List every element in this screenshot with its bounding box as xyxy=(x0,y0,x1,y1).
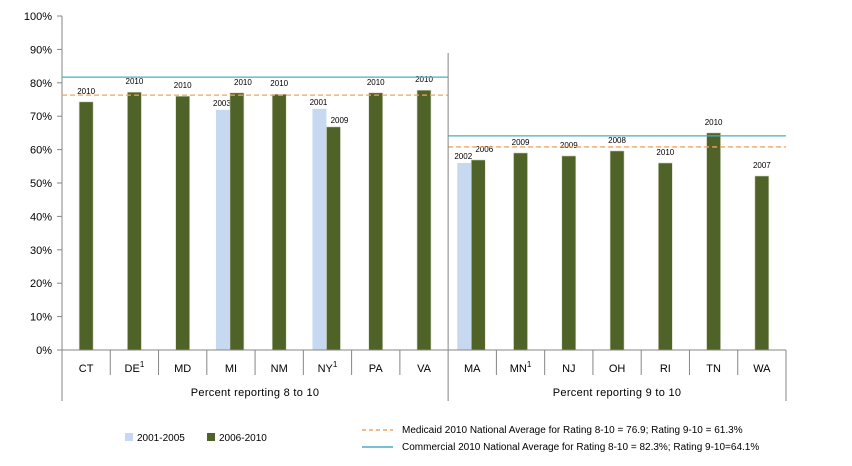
data-label: 2010 xyxy=(234,78,252,87)
data-label: 2003 xyxy=(213,99,231,108)
data-label: 2010 xyxy=(174,81,192,90)
bar-2006-2010 xyxy=(561,155,577,351)
category-label: NM xyxy=(271,363,288,375)
bar-2006-2010 xyxy=(78,101,94,351)
legend-label-2001-2005: 2001-2005 xyxy=(137,433,185,444)
group-label: Percent reporting 9 to 10 xyxy=(553,387,682,399)
category-label: OH xyxy=(609,363,626,375)
category-label: NY1 xyxy=(318,360,338,375)
category-label: TN xyxy=(706,363,721,375)
legend-swatch-2001-2005 xyxy=(125,433,133,441)
bar-2006-2010 xyxy=(706,132,721,351)
bar-2001-2005 xyxy=(457,162,472,350)
data-label: 2008 xyxy=(608,136,626,145)
y-tick-label: 20% xyxy=(30,278,52,290)
category-label: DE1 xyxy=(125,360,145,375)
data-label: 2009 xyxy=(512,138,530,147)
legend-label-medicaid: Medicaid 2010 National Average for Ratin… xyxy=(402,425,743,436)
category-label: MN1 xyxy=(510,360,532,375)
bar-2006-2010 xyxy=(175,95,190,351)
data-label: 2010 xyxy=(415,75,433,84)
data-label: 2009 xyxy=(331,116,349,125)
bar-2006-2010 xyxy=(754,175,770,351)
bar-2006-2010 xyxy=(658,162,673,351)
y-tick-label: 100% xyxy=(24,11,52,23)
y-tick-label: 90% xyxy=(30,44,52,56)
y-tick-label: 70% xyxy=(30,111,52,123)
bar-2001-2005 xyxy=(312,108,327,351)
bar-2001-2005 xyxy=(215,109,230,350)
data-label: 2010 xyxy=(656,148,674,157)
category-label: MD xyxy=(174,363,191,375)
y-tick-label: 50% xyxy=(30,178,52,190)
legend: 2001-2005 2006-2010 Medicaid 2010 Nation… xyxy=(125,425,759,453)
bar-2006-2010 xyxy=(326,126,341,351)
legend-swatch-2006-2010 xyxy=(207,433,215,441)
bar-2006-2010 xyxy=(229,92,245,351)
x-axis: CT DE1 MD MI NM NY1 PA VA MA MN1 NJ OH RI TN WA Percent… xyxy=(61,53,787,401)
y-tick-label: 80% xyxy=(30,78,52,90)
data-label: 2010 xyxy=(270,79,288,88)
y-tick-label: 40% xyxy=(30,211,52,223)
y-tick-label: 30% xyxy=(30,245,52,257)
bar-2006-2010 xyxy=(127,91,142,351)
y-tick-label: 10% xyxy=(30,312,52,324)
reference-lines xyxy=(62,76,786,148)
bar-2006-2010 xyxy=(470,159,486,351)
category-label: VA xyxy=(417,363,432,375)
y-axis: 0% 10% 20% 30% 40% 50% 60% 70% 80% 90% 100% xyxy=(24,11,63,357)
category-label: WA xyxy=(753,363,771,375)
category-label: MI xyxy=(225,363,237,375)
legend-label-commercial: Commercial 2010 National Average for Rat… xyxy=(402,442,759,453)
group-label: Percent reporting 8 to 10 xyxy=(191,387,320,399)
bar-2006-2010 xyxy=(368,92,384,351)
category-label: PA xyxy=(369,363,384,375)
bar-2006-2010 xyxy=(271,93,287,351)
bar-2006-2010 xyxy=(416,89,432,351)
data-label: 2006 xyxy=(475,145,493,154)
category-label: NJ xyxy=(562,363,575,375)
data-label: 2010 xyxy=(126,77,144,86)
category-label: MA xyxy=(464,363,481,375)
category-label: CT xyxy=(79,363,94,375)
category-label: RI xyxy=(660,363,671,375)
data-label: 2001 xyxy=(310,98,328,107)
data-label: 2009 xyxy=(560,141,578,150)
data-label: 2007 xyxy=(753,161,771,170)
data-label: 2010 xyxy=(705,118,723,127)
y-tick-label: 0% xyxy=(36,345,52,357)
bar-2006-2010 xyxy=(513,152,528,351)
legend-label-2006-2010: 2006-2010 xyxy=(219,433,267,444)
data-label: 2010 xyxy=(77,87,95,96)
bar-2006-2010 xyxy=(609,150,625,351)
y-tick-label: 60% xyxy=(30,145,52,157)
data-label: 2010 xyxy=(367,78,385,87)
data-label: 2002 xyxy=(454,152,472,161)
